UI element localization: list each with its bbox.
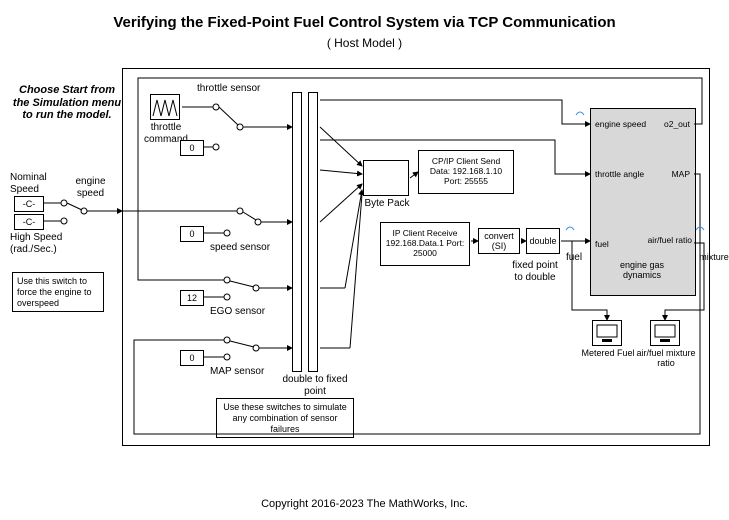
c-speed: 0 (189, 229, 194, 239)
map-const: 0 (180, 350, 204, 366)
afr-scope (650, 320, 680, 346)
bytepack-label: Byte Pack (360, 198, 414, 210)
convert-si-text: convert (SI) (479, 231, 519, 251)
throttle-const: 0 (180, 140, 204, 156)
engine-speed-label: engine speed (68, 176, 113, 199)
nominal-speed-block: -C- (14, 196, 44, 212)
tcp-send-text: CP/IP Client Send Data: 192.168.1.10 Por… (421, 157, 511, 186)
throttle-command-block (150, 94, 180, 120)
overspeed-note: Use this switch to force the engine to o… (12, 272, 104, 312)
instruction-text: Choose Start from the Simulation menu to… (12, 84, 122, 122)
scope-icon2 (652, 322, 678, 344)
engine-in1: engine speed (595, 120, 655, 130)
d2fp-block-a (292, 92, 302, 372)
bytepack-block (363, 160, 409, 196)
c-ego: 12 (187, 293, 197, 303)
ego-sensor-label: EGO sensor (210, 306, 290, 318)
high-speed-label: High Speed (rad./Sec.) (10, 232, 70, 255)
const-c2: -C- (23, 217, 36, 227)
copyright: Copyright 2016-2023 The MathWorks, Inc. (0, 498, 729, 510)
d2fp-label: double to fixed point (280, 374, 350, 397)
zigzag-icon (151, 96, 179, 118)
engine-out1: o2_out (648, 120, 690, 130)
c-throttle: 0 (189, 143, 194, 153)
tcp-send-block: CP/IP Client Send Data: 192.168.1.10 Por… (418, 150, 514, 194)
map-sensor-label: MAP sensor (210, 366, 290, 378)
tcp-recv-text: IP Client Receive 192.168.Data.1 Port: 2… (383, 229, 467, 258)
mixture-label: mixture (695, 252, 729, 262)
fp2d-label: fixed point to double (510, 260, 560, 283)
engine-in2: throttle angle (595, 170, 655, 180)
afr-label: air/fuel mixture ratio (636, 348, 696, 369)
engine-name: engine gas dynamics (612, 260, 672, 281)
fuel-label: fuel (562, 252, 586, 264)
d2fp-block-b (308, 92, 318, 372)
metered-fuel-scope (592, 320, 622, 346)
tcp-recv-block: IP Client Receive 192.168.Data.1 Port: 2… (380, 222, 470, 266)
speed-const: 0 (180, 226, 204, 242)
convert-si-block: convert (SI) (478, 228, 520, 254)
throttle-sensor-label: throttle sensor (197, 83, 277, 95)
diagram-title: Verifying the Fixed-Point Fuel Control S… (0, 14, 729, 31)
double-text: double (529, 236, 556, 246)
c-map: 0 (189, 353, 194, 363)
engine-out3: air/fuel ratio (636, 236, 692, 246)
switches-note: Use these switches to simulate any combi… (216, 398, 354, 438)
scope-icon (594, 322, 620, 344)
const-c1: -C- (23, 199, 36, 209)
speed-sensor-label: speed sensor (210, 242, 290, 254)
ego-const: 12 (180, 290, 204, 306)
engine-out2: MAP (658, 170, 690, 180)
nominal-speed-label: Nominal Speed (10, 172, 55, 195)
diagram-canvas: Verifying the Fixed-Point Fuel Control S… (0, 0, 729, 520)
engine-in3: fuel (595, 240, 635, 250)
metered-fuel-label: Metered Fuel (576, 348, 640, 358)
diagram-subtitle: ( Host Model ) (0, 36, 729, 50)
double-block: double (526, 228, 560, 254)
high-speed-block: -C- (14, 214, 44, 230)
